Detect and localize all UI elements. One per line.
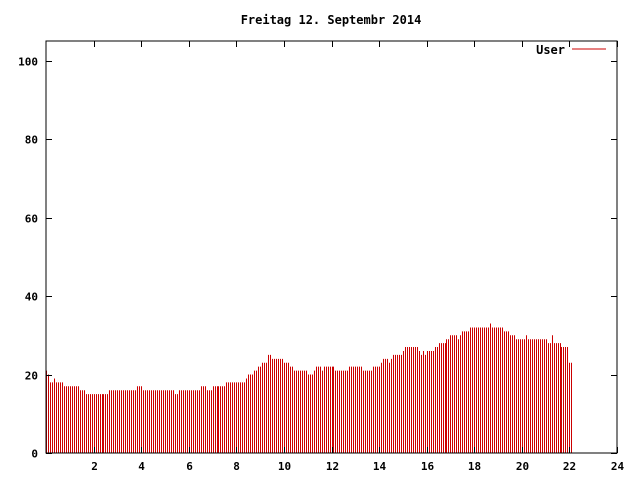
x-tick-label: 2 <box>91 460 98 473</box>
x-tick-label: 16 <box>421 460 435 473</box>
bars-group <box>46 323 572 453</box>
x-tick-label: 8 <box>233 460 240 473</box>
x-tick-label: 6 <box>186 460 193 473</box>
x-tick-label: 22 <box>563 460 576 473</box>
plot-frame <box>45 40 618 454</box>
x-tick-label: 18 <box>468 460 481 473</box>
x-tick-label: 12 <box>326 460 339 473</box>
x-tick-label: 14 <box>373 460 387 473</box>
legend-label-user: User <box>536 43 565 57</box>
y-tick-label: 100 <box>18 56 38 69</box>
x-tick-label: 24 <box>611 460 625 473</box>
chart-title: Freitag 12. Septembr 2014 <box>241 13 422 27</box>
legend: User <box>536 43 606 57</box>
x-tick-label: 10 <box>278 460 291 473</box>
y-tick-label: 20 <box>25 370 38 383</box>
y-tick-label: 40 <box>25 291 38 304</box>
y-tick-label: 0 <box>31 448 38 461</box>
x-tick-label: 4 <box>138 460 145 473</box>
y-tick-label: 80 <box>25 134 38 147</box>
x-tick-label: 20 <box>516 460 529 473</box>
y-tick-label: 60 <box>25 213 38 226</box>
